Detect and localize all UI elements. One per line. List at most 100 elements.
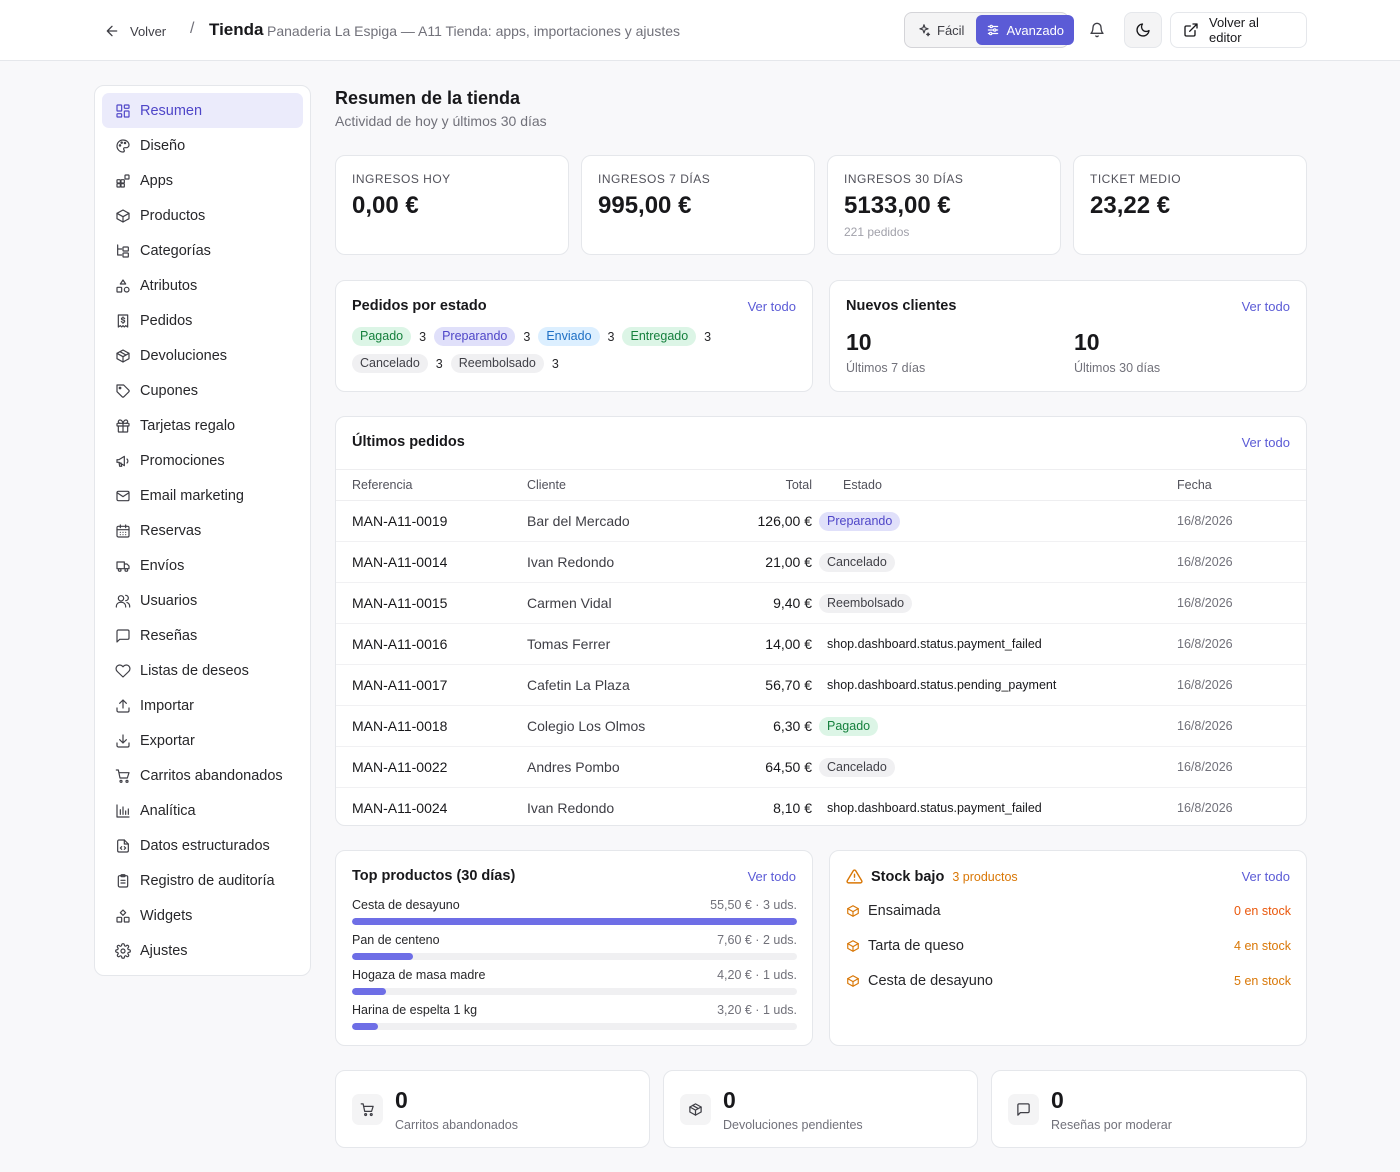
product-sales: 3,20 € · 1 uds. [717, 1003, 797, 1017]
sidebar-item-label: Analítica [140, 802, 196, 819]
view-all-link[interactable]: Ver todo [1241, 435, 1290, 450]
sidebar-item-analitica[interactable]: Analítica [102, 793, 303, 828]
reviews-to-moderate-stat-card[interactable]: 0 Reseñas por moderar [991, 1070, 1307, 1148]
sidebar-item-ajustes[interactable]: Ajustes [102, 933, 303, 968]
top-products-card: Top productos (30 días) Ver todo Cesta d… [335, 850, 813, 1046]
theme-toggle-button[interactable] [1124, 12, 1162, 48]
gift-icon [115, 418, 131, 434]
sidebar-item-resumen[interactable]: Resumen [102, 93, 303, 128]
view-all-link[interactable]: Ver todo [747, 869, 796, 884]
low-stock-header: Stock bajo 3 productos [846, 868, 1018, 885]
sidebar-item-apps[interactable]: Apps [102, 163, 303, 198]
sidebar-item-productos[interactable]: Productos [102, 198, 303, 233]
sidebar-item-promociones[interactable]: Promociones [102, 443, 303, 478]
order-date: 16/8/2026 [1177, 500, 1306, 542]
sidebar-item-widgets[interactable]: Widgets [102, 898, 303, 933]
sidebar-item-label: Tarjetas regalo [140, 417, 236, 434]
status-item: Preparando 3 [434, 327, 530, 346]
pending-returns-stat-card[interactable]: 0 Devoluciones pendientes [663, 1070, 978, 1148]
table-row[interactable]: MAN-A11-0016 Tomas Ferrer 14,00 € shop.d… [336, 623, 1306, 665]
sidebar-item-datos-estructurados[interactable]: Datos estructurados [102, 828, 303, 863]
order-reference: MAN-A11-0019 [336, 500, 527, 542]
receipt-icon [115, 313, 131, 329]
sidebar: Resumen Diseño Apps Productos Categorías Atri… [94, 85, 311, 976]
sidebar-item-label: Importar [140, 697, 194, 714]
sidebar-item-pedidos[interactable]: Pedidos [102, 303, 303, 338]
status-badge: shop.dashboard.status.pending_payment [827, 677, 1057, 692]
sidebar-item-tarjetas-regalo[interactable]: Tarjetas regalo [102, 408, 303, 443]
sidebar-item-usuarios[interactable]: Usuarios [102, 583, 303, 618]
sidebar-item-label: Widgets [140, 907, 193, 924]
kpi-card-average-ticket: TICKET MEDIO 23,22 € [1073, 155, 1307, 255]
back-button[interactable]: Volver [104, 20, 166, 42]
sidebar-item-reservas[interactable]: Reservas [102, 513, 303, 548]
sidebar-item-envios[interactable]: Envíos [102, 548, 303, 583]
low-stock-item[interactable]: Ensaimada 0 en stock [846, 901, 1291, 921]
table-row[interactable]: MAN-A11-0024 Ivan Redondo 8,10 € shop.da… [336, 788, 1306, 826]
cart-icon [352, 1094, 383, 1125]
cart-icon [115, 768, 131, 784]
order-client: Carmen Vidal [527, 582, 697, 624]
heart-icon [115, 663, 131, 679]
kpi-card-revenue-7-days: INGRESOS 7 DÍAS 995,00 € [581, 155, 815, 255]
sidebar-item-devoluciones[interactable]: Devoluciones [102, 338, 303, 373]
low-stock-item[interactable]: Tarta de queso 4 en stock [846, 936, 1291, 956]
view-all-link[interactable]: Ver todo [1241, 299, 1290, 314]
order-reference: MAN-A11-0014 [336, 541, 527, 583]
gear-icon [115, 942, 131, 959]
sidebar-item-resenas[interactable]: Reseñas [102, 618, 303, 653]
sidebar-item-registro-de-auditoria[interactable]: Registro de auditoría [102, 863, 303, 898]
top-bar: Volver / Tienda Panaderia La Espiga — A1… [0, 0, 1400, 61]
kpi-label: INGRESOS HOY [352, 172, 451, 186]
sidebar-item-carritos-abandonados[interactable]: Carritos abandonados [102, 758, 303, 793]
bell-icon [1089, 22, 1105, 38]
table-row[interactable]: MAN-A11-0015 Carmen Vidal 9,40 € Reembol… [336, 582, 1306, 624]
card-title: Pedidos por estado [352, 298, 487, 314]
package-return-icon [680, 1094, 711, 1125]
sidebar-item-label: Apps [140, 172, 174, 189]
table-row[interactable]: MAN-A11-0017 Cafetin La Plaza 56,70 € sh… [336, 664, 1306, 706]
dashboard-icon [115, 103, 131, 119]
product-name: Hogaza de masa madre [352, 968, 486, 982]
status-badge: Reembolsado [819, 593, 913, 613]
order-reference: MAN-A11-0016 [336, 623, 527, 665]
table-row[interactable]: MAN-A11-0019 Bar del Mercado 126,00 € Pr… [336, 500, 1306, 542]
package-icon [846, 939, 860, 953]
back-to-editor-button[interactable]: Volver al editor [1170, 12, 1307, 48]
sidebar-item-label: Datos estructurados [140, 837, 270, 854]
sidebar-item-email-marketing[interactable]: Email marketing [102, 478, 303, 513]
sidebar-item-cupones[interactable]: Cupones [102, 373, 303, 408]
sidebar-item-listas-de-deseos[interactable]: Listas de deseos [102, 653, 303, 688]
product-bar-fill [352, 1023, 378, 1030]
view-all-link[interactable]: Ver todo [1241, 869, 1290, 884]
widgets-icon [115, 908, 131, 924]
sidebar-item-diseno[interactable]: Diseño [102, 128, 303, 163]
sidebar-item-importar[interactable]: Importar [102, 688, 303, 723]
low-stock-card: Stock bajo 3 productos Ver todo Ensaimad… [829, 850, 1307, 1046]
sidebar-item-label: Reseñas [140, 627, 198, 644]
table-row[interactable]: MAN-A11-0018 Colegio Los Olmos 6,30 € Pa… [336, 705, 1306, 747]
order-client: Bar del Mercado [527, 500, 697, 542]
table-row[interactable]: MAN-A11-0022 Andres Pombo 64,50 € Cancel… [336, 746, 1306, 788]
mode-advanced-button[interactable]: Avanzado [976, 15, 1075, 45]
table-row[interactable]: MAN-A11-0014 Ivan Redondo 21,00 € Cancel… [336, 541, 1306, 583]
truck-icon [115, 558, 131, 574]
notifications-button[interactable] [1078, 12, 1116, 48]
sidebar-item-atributos[interactable]: Atributos [102, 268, 303, 303]
abandoned-carts-stat-card[interactable]: 0 Carritos abandonados [335, 1070, 650, 1148]
product-sales: 7,60 € · 2 uds. [717, 933, 797, 947]
status-count: 3 [419, 329, 427, 344]
low-stock-item[interactable]: Cesta de desayuno 5 en stock [846, 971, 1291, 991]
calendar-icon [115, 523, 131, 539]
status-count: 3 [435, 356, 443, 371]
sidebar-item-exportar[interactable]: Exportar [102, 723, 303, 758]
mode-easy-button[interactable]: Fácil [907, 15, 974, 45]
view-all-link[interactable]: Ver todo [747, 299, 796, 314]
product-sales: 4,20 € · 1 uds. [717, 968, 797, 982]
order-date: 16/8/2026 [1177, 746, 1306, 788]
order-status-cell: Cancelado [812, 746, 1177, 788]
order-date: 16/8/2026 [1177, 705, 1306, 747]
order-status-cell: Pagado [812, 705, 1177, 747]
sidebar-item-categorias[interactable]: Categorías [102, 233, 303, 268]
package-return-icon [115, 348, 131, 364]
